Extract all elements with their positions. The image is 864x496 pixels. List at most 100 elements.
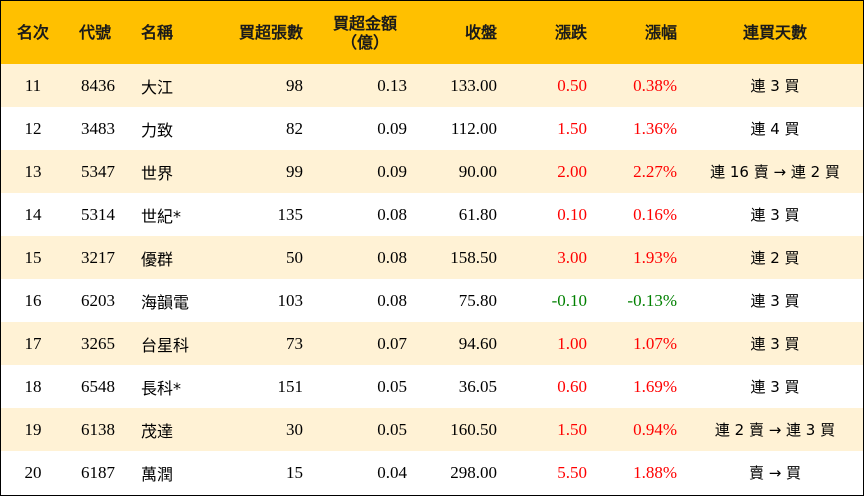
cell-consecutive-days: 連 3 買 bbox=[750, 335, 800, 353]
cell-name: 台星科 bbox=[141, 335, 190, 355]
cell-change-pct: 0.16% bbox=[633, 204, 677, 224]
cell-name: 世界 bbox=[141, 163, 174, 183]
cell-change: 5.50 bbox=[557, 462, 587, 482]
header-change-pct: 漲幅 bbox=[644, 23, 677, 42]
cell-name: 力致 bbox=[141, 120, 174, 140]
cell-change: -0.10 bbox=[551, 290, 587, 310]
cell-code: 6548 bbox=[81, 376, 115, 396]
cell-net-buy-amount: 0.09 bbox=[377, 118, 407, 138]
header-change: 漲跌 bbox=[554, 23, 587, 42]
cell-net-buy-lots: 50 bbox=[286, 247, 303, 267]
cell-rank: 18 bbox=[24, 376, 42, 396]
header-rank: 名次 bbox=[16, 23, 49, 42]
cell-name: 茂達 bbox=[141, 421, 174, 441]
cell-change: 0.10 bbox=[557, 204, 587, 224]
table-header: 名次 代號 名稱 買超張數 買超金額 （億） 收盤 漲跌 漲幅 連買天數 bbox=[1, 1, 863, 64]
cell-net-buy-amount: 0.08 bbox=[377, 290, 407, 310]
cell-net-buy-amount: 0.09 bbox=[377, 161, 407, 181]
cell-change: 1.50 bbox=[557, 419, 587, 439]
cell-net-buy-amount: 0.08 bbox=[377, 247, 407, 267]
cell-code: 3483 bbox=[81, 118, 115, 138]
cell-change-pct: 0.94% bbox=[633, 419, 677, 439]
cell-change: 0.60 bbox=[557, 376, 587, 396]
cell-net-buy-lots: 135 bbox=[277, 204, 304, 224]
cell-change-pct: 1.36% bbox=[633, 118, 677, 138]
cell-change-pct: 1.88% bbox=[633, 462, 677, 482]
header-row: 名次 代號 名稱 買超張數 買超金額 （億） 收盤 漲跌 漲幅 連買天數 bbox=[1, 1, 863, 64]
cell-consecutive-days: 連 2 賣 → 連 3 買 bbox=[714, 421, 836, 439]
cell-change: 1.50 bbox=[557, 118, 587, 138]
cell-consecutive-days: 連 3 買 bbox=[750, 292, 800, 310]
cell-net-buy-amount: 0.04 bbox=[377, 462, 407, 482]
table-row: 16 6203 海韻電 103 0.08 75.80 -0.10 -0.13% 連 3 買 bbox=[1, 279, 863, 322]
cell-code: 8436 bbox=[81, 75, 115, 95]
table-row: 17 3265 台星科 73 0.07 94.60 1.00 1.07% 連 3 買 bbox=[1, 322, 863, 365]
table-row: 11 8436 大江 98 0.13 133.00 0.50 0.38% 連 3 買 bbox=[1, 64, 863, 107]
cell-close: 90.00 bbox=[458, 161, 497, 181]
table-row: 14 5314 世紀* 135 0.08 61.80 0.10 0.16% 連 3 買 bbox=[1, 193, 863, 236]
cell-rank: 17 bbox=[24, 333, 42, 353]
table-row: 20 6187 萬潤 15 0.04 298.00 5.50 1.88% 賣 → 買 bbox=[1, 451, 863, 494]
cell-rank: 11 bbox=[24, 75, 42, 95]
cell-name: 大江 bbox=[141, 77, 174, 97]
table-row: 18 6548 長科* 151 0.05 36.05 0.60 1.69% 連 3 買 bbox=[1, 365, 863, 408]
cell-change-pct: 1.69% bbox=[633, 376, 677, 396]
cell-change-pct: 2.27% bbox=[633, 161, 677, 181]
cell-net-buy-amount: 0.13 bbox=[377, 75, 407, 95]
cell-change-pct: 0.38% bbox=[633, 75, 677, 95]
cell-close: 133.00 bbox=[450, 75, 497, 95]
cell-net-buy-lots: 30 bbox=[286, 419, 303, 439]
table-body: 11 8436 大江 98 0.13 133.00 0.50 0.38% 連 3 買 12 3483… bbox=[1, 64, 863, 494]
cell-net-buy-lots: 73 bbox=[286, 333, 303, 353]
cell-consecutive-days: 連 3 買 bbox=[750, 378, 800, 396]
cell-close: 75.80 bbox=[458, 290, 497, 310]
cell-rank: 16 bbox=[24, 290, 42, 310]
cell-change-pct: 1.93% bbox=[633, 247, 677, 267]
cell-change: 0.50 bbox=[557, 75, 587, 95]
cell-rank: 15 bbox=[24, 247, 42, 267]
cell-rank: 13 bbox=[24, 161, 42, 181]
header-net-buy-amount-line2: （億） bbox=[340, 32, 389, 52]
cell-rank: 14 bbox=[24, 204, 42, 224]
table-row: 13 5347 世界 99 0.09 90.00 2.00 2.27% 連 16 賣 → 連 2… bbox=[1, 150, 863, 193]
cell-net-buy-lots: 99 bbox=[286, 161, 303, 181]
cell-net-buy-amount: 0.07 bbox=[377, 333, 407, 353]
cell-net-buy-lots: 82 bbox=[286, 118, 303, 138]
table-row: 19 6138 茂達 30 0.05 160.50 1.50 0.94% 連 2 賣 → 連 3… bbox=[1, 408, 863, 451]
cell-code: 5314 bbox=[81, 204, 115, 224]
cell-net-buy-lots: 151 bbox=[277, 376, 304, 396]
header-consecutive-days: 連買天數 bbox=[742, 23, 807, 42]
cell-consecutive-days: 連 2 買 bbox=[750, 249, 800, 267]
cell-net-buy-amount: 0.08 bbox=[377, 204, 407, 224]
cell-change-pct: -0.13% bbox=[627, 290, 677, 310]
cell-code: 6187 bbox=[81, 462, 115, 482]
header-close: 收盤 bbox=[464, 23, 497, 42]
cell-code: 3217 bbox=[81, 247, 115, 267]
cell-close: 158.50 bbox=[450, 247, 497, 267]
cell-change: 2.00 bbox=[557, 161, 587, 181]
cell-name: 長科* bbox=[141, 378, 182, 398]
cell-consecutive-days: 連 4 買 bbox=[750, 120, 800, 138]
cell-name: 萬潤 bbox=[141, 464, 174, 484]
cell-close: 94.60 bbox=[458, 333, 497, 353]
cell-rank: 20 bbox=[24, 462, 42, 482]
cell-net-buy-lots: 103 bbox=[277, 290, 304, 310]
cell-consecutive-days: 賣 → 買 bbox=[748, 464, 802, 482]
table-row: 15 3217 優群 50 0.08 158.50 3.00 1.93% 連 2 買 bbox=[1, 236, 863, 279]
cell-consecutive-days: 連 16 賣 → 連 2 買 bbox=[710, 163, 840, 181]
cell-close: 36.05 bbox=[458, 376, 497, 396]
header-net-buy-lots: 買超張數 bbox=[238, 23, 303, 42]
cell-net-buy-lots: 98 bbox=[286, 75, 303, 95]
table-row: 12 3483 力致 82 0.09 112.00 1.50 1.36% 連 4 買 bbox=[1, 107, 863, 150]
cell-close: 61.80 bbox=[458, 204, 497, 224]
cell-net-buy-amount: 0.05 bbox=[377, 376, 407, 396]
cell-name: 海韻電 bbox=[141, 292, 190, 312]
cell-net-buy-lots: 15 bbox=[286, 462, 303, 482]
cell-rank: 12 bbox=[24, 118, 42, 138]
cell-close: 160.50 bbox=[450, 419, 497, 439]
header-net-buy-amount-line1: 買超金額 bbox=[332, 13, 397, 33]
header-code: 代號 bbox=[79, 23, 112, 42]
cell-close: 112.00 bbox=[450, 118, 497, 138]
header-net-buy-amount: 買超金額 （億） bbox=[313, 1, 417, 64]
